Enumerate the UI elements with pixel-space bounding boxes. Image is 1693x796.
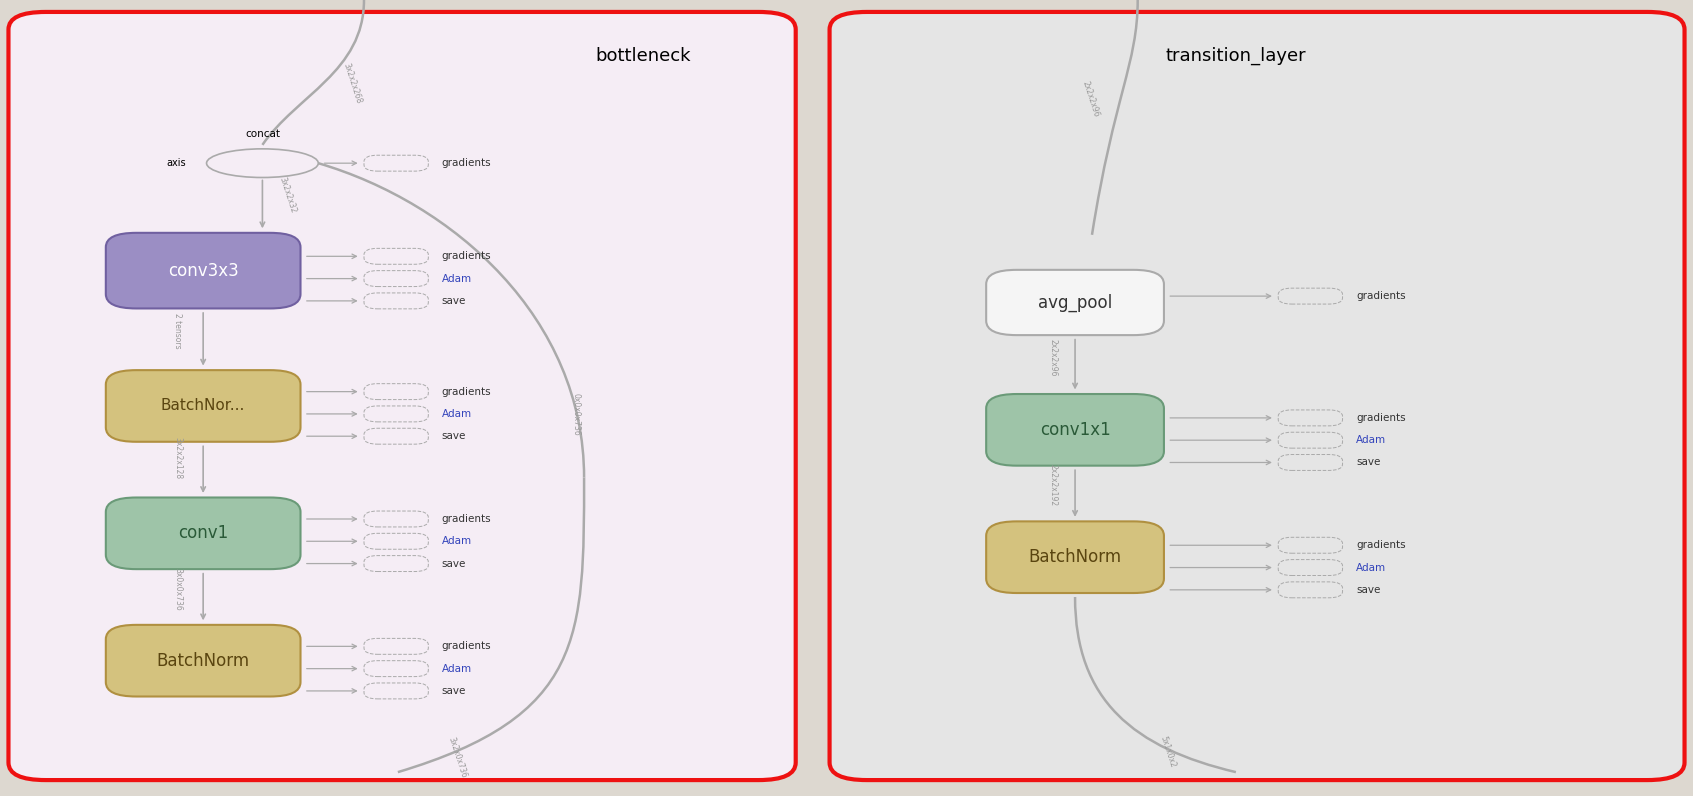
- Text: Adam: Adam: [1356, 563, 1387, 572]
- Text: 3x2x2x128: 3x2x2x128: [173, 437, 183, 478]
- Text: 0x0x0x736: 0x0x0x736: [571, 392, 581, 435]
- FancyBboxPatch shape: [105, 498, 301, 569]
- Text: concat: concat: [245, 129, 279, 139]
- FancyBboxPatch shape: [985, 521, 1165, 593]
- Text: gradients: gradients: [442, 158, 491, 168]
- Ellipse shape: [207, 149, 318, 178]
- Text: 2x2x2x96: 2x2x2x96: [1080, 80, 1100, 119]
- FancyBboxPatch shape: [105, 625, 301, 696]
- Text: gradients: gradients: [1356, 291, 1405, 301]
- Text: conv3x3: conv3x3: [168, 262, 239, 279]
- FancyBboxPatch shape: [985, 394, 1165, 466]
- Text: Adam: Adam: [442, 409, 472, 419]
- Text: transition_layer: transition_layer: [1165, 47, 1307, 64]
- Text: save: save: [442, 296, 466, 306]
- Text: gradients: gradients: [442, 514, 491, 524]
- FancyBboxPatch shape: [105, 233, 301, 308]
- Text: Adam: Adam: [442, 274, 472, 283]
- Text: save: save: [442, 686, 466, 696]
- Text: 5x1x0x2: 5x1x0x2: [1158, 736, 1178, 769]
- Text: gradients: gradients: [442, 387, 491, 396]
- Text: 3x0x0x736: 3x0x0x736: [173, 568, 183, 611]
- FancyBboxPatch shape: [105, 370, 301, 442]
- FancyBboxPatch shape: [985, 270, 1165, 335]
- Text: 2 tensors: 2 tensors: [173, 313, 183, 348]
- Text: save: save: [442, 559, 466, 568]
- Text: Adam: Adam: [442, 537, 472, 546]
- Text: 2x2x2x96: 2x2x2x96: [1048, 339, 1058, 377]
- Text: bottleneck: bottleneck: [596, 47, 691, 64]
- Text: Adam: Adam: [1356, 435, 1387, 445]
- Text: Adam: Adam: [442, 664, 472, 673]
- Text: 3x2x0x736: 3x2x0x736: [447, 736, 467, 779]
- Text: BatchNor...: BatchNor...: [161, 399, 245, 413]
- Text: gradients: gradients: [442, 252, 491, 261]
- Text: 3x2x2x32: 3x2x2x32: [278, 176, 298, 214]
- Text: gradients: gradients: [442, 642, 491, 651]
- Text: BatchNorm: BatchNorm: [156, 652, 251, 669]
- Text: BatchNorm: BatchNorm: [1028, 548, 1122, 566]
- Text: axis: axis: [166, 158, 186, 168]
- Text: 3x2x2x268: 3x2x2x268: [342, 62, 362, 105]
- FancyBboxPatch shape: [8, 12, 796, 780]
- Text: 2x2x2x192: 2x2x2x192: [1048, 465, 1058, 506]
- Text: gradients: gradients: [1356, 413, 1405, 423]
- Text: gradients: gradients: [1356, 540, 1405, 550]
- Text: avg_pool: avg_pool: [1038, 294, 1112, 311]
- Text: conv1: conv1: [178, 525, 229, 542]
- Text: conv1x1: conv1x1: [1040, 421, 1111, 439]
- Text: save: save: [442, 431, 466, 441]
- Text: save: save: [1356, 585, 1380, 595]
- FancyBboxPatch shape: [830, 12, 1685, 780]
- Text: save: save: [1356, 458, 1380, 467]
